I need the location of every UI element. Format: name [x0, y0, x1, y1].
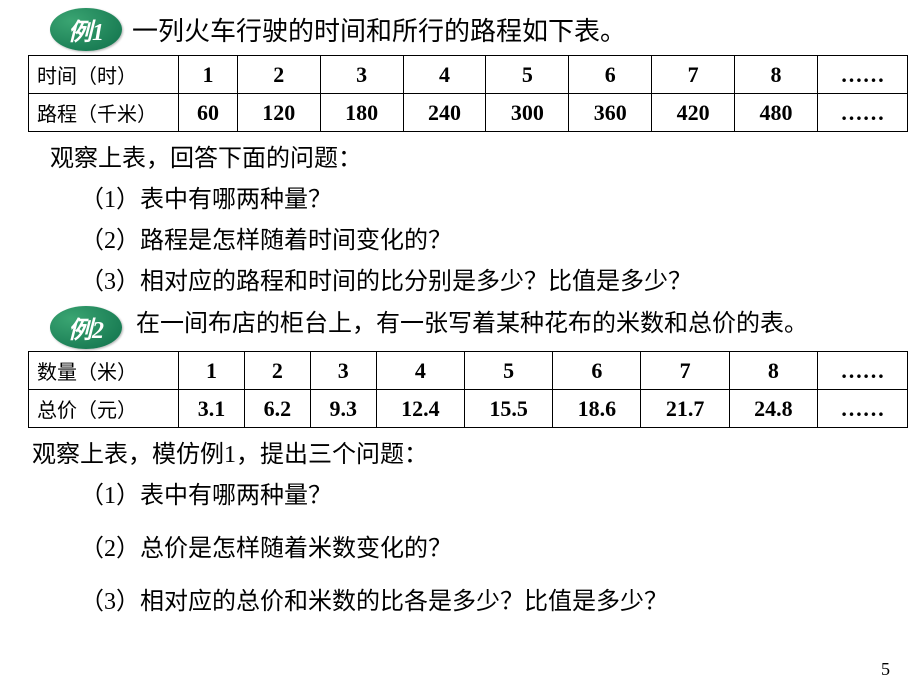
- table-row: 数量（米） 1 2 3 4 5 6 7 8 ……: [29, 352, 908, 390]
- table-cell: 180: [320, 94, 403, 132]
- table-cell: 1: [179, 352, 245, 390]
- table-cell-ellipsis: ……: [818, 94, 908, 132]
- ex2-row2-header: 总价（元）: [29, 390, 179, 428]
- table-cell: 5: [486, 56, 569, 94]
- table-cell-ellipsis: ……: [818, 56, 908, 94]
- table-cell: 3: [310, 352, 376, 390]
- table-cell: 6: [553, 352, 641, 390]
- ex1-row1-header: 时间（时）: [29, 56, 179, 94]
- table-cell: 15.5: [465, 390, 553, 428]
- table-row: 路程（千米） 60 120 180 240 300 360 420 480 ……: [29, 94, 908, 132]
- example1-intro: 一列火车行驶的时间和所行的路程如下表。: [132, 11, 626, 48]
- table-cell-ellipsis: ……: [818, 352, 908, 390]
- table-cell: 2: [237, 56, 320, 94]
- table-cell: 8: [729, 352, 817, 390]
- table-cell: 420: [652, 94, 735, 132]
- example1-q3: （3）相对应的路程和时间的比分别是多少？比值是多少？: [80, 261, 900, 296]
- table-cell: 8: [735, 56, 818, 94]
- example2-badge: 例2: [50, 306, 122, 349]
- table-cell: 9.3: [310, 390, 376, 428]
- table-row: 总价（元） 3.1 6.2 9.3 12.4 15.5 18.6 21.7 24…: [29, 390, 908, 428]
- example1-header: 例1 一列火车行驶的时间和所行的路程如下表。: [20, 8, 900, 51]
- ex1-row2-header: 路程（千米）: [29, 94, 179, 132]
- table-cell: 6.2: [244, 390, 310, 428]
- table-cell: 300: [486, 94, 569, 132]
- table-cell: 3: [320, 56, 403, 94]
- example2-q2: （2）总价是怎样随着米数变化的？: [80, 528, 900, 563]
- example1-prompt: 观察上表，回答下面的问题：: [50, 138, 900, 173]
- table-cell: 6: [569, 56, 652, 94]
- table-cell: 2: [244, 352, 310, 390]
- example2-intro: 在一间布店的柜台上，有一张写着某种花布的米数和总价的表。: [136, 306, 808, 342]
- table-cell: 3.1: [179, 390, 245, 428]
- table-cell: 1: [179, 56, 238, 94]
- table-row: 时间（时） 1 2 3 4 5 6 7 8 ……: [29, 56, 908, 94]
- example2-q1: （1）表中有哪两种量？: [80, 475, 900, 510]
- table-cell: 7: [641, 352, 729, 390]
- table-cell: 4: [403, 56, 486, 94]
- table-cell: 480: [735, 94, 818, 132]
- table-cell: 240: [403, 94, 486, 132]
- example2-header: 例2 在一间布店的柜台上，有一张写着某种花布的米数和总价的表。: [20, 306, 900, 349]
- example2-prompt: 观察上表，模仿例1，提出三个问题：: [32, 434, 900, 469]
- table-cell: 12.4: [376, 390, 464, 428]
- table-cell: 4: [376, 352, 464, 390]
- ex2-row1-header: 数量（米）: [29, 352, 179, 390]
- example1-table: 时间（时） 1 2 3 4 5 6 7 8 …… 路程（千米） 60 120 1…: [28, 55, 908, 132]
- table-cell: 7: [652, 56, 735, 94]
- example1-badge: 例1: [50, 8, 122, 51]
- table-cell: 24.8: [729, 390, 817, 428]
- example2-q3: （3）相对应的总价和米数的比各是多少？比值是多少？: [80, 581, 900, 616]
- table-cell: 360: [569, 94, 652, 132]
- example2-table: 数量（米） 1 2 3 4 5 6 7 8 …… 总价（元） 3.1 6.2 9…: [28, 351, 908, 428]
- table-cell: 18.6: [553, 390, 641, 428]
- table-cell: 5: [465, 352, 553, 390]
- example1-q1: （1）表中有哪两种量？: [80, 179, 900, 214]
- page-number: 5: [881, 659, 890, 680]
- example1-q2: （2）路程是怎样随着时间变化的？: [80, 220, 900, 255]
- table-cell: 120: [237, 94, 320, 132]
- table-cell: 60: [179, 94, 238, 132]
- table-cell: 21.7: [641, 390, 729, 428]
- table-cell-ellipsis: ……: [818, 390, 908, 428]
